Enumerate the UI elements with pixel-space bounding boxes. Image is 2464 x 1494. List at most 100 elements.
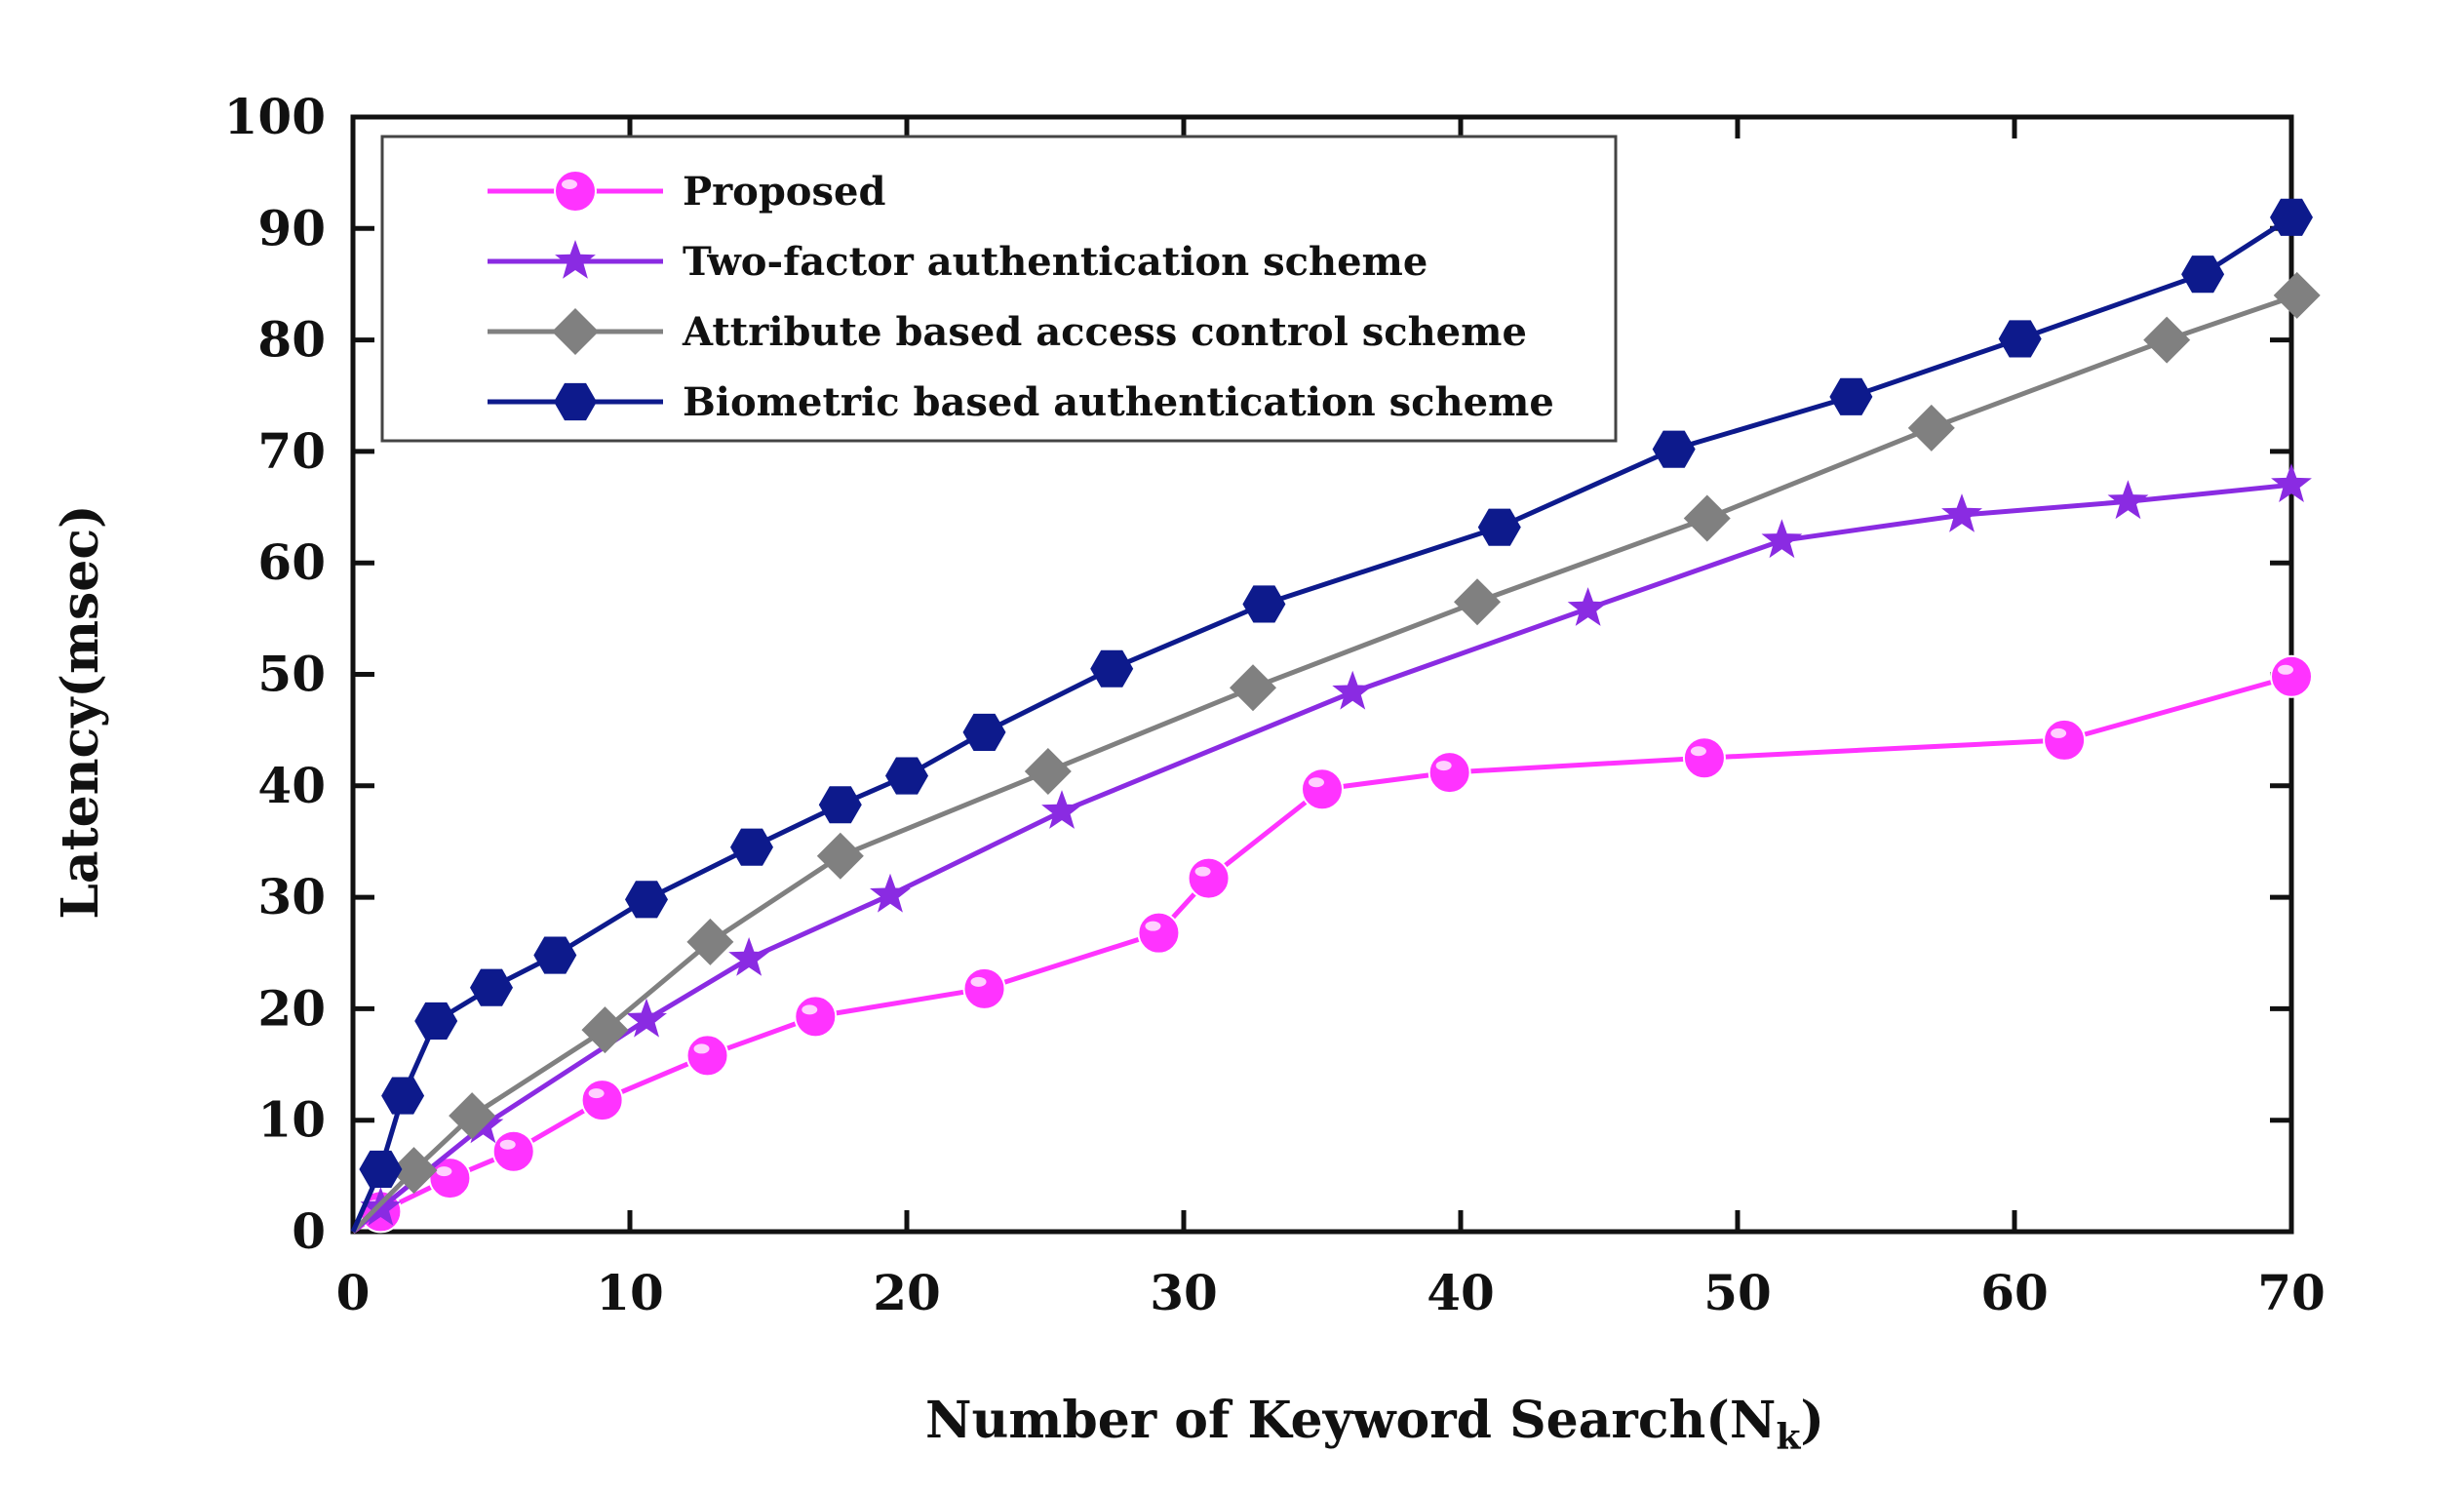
data-point-circle: [1301, 767, 1344, 811]
x-tick-label: 40: [1427, 1264, 1495, 1321]
legend-entry: Two-factor authentication scheme: [488, 239, 1428, 285]
data-point-circle: [685, 1034, 729, 1078]
x-tick-label: 70: [2257, 1264, 2326, 1321]
data-point-hexagon: [1242, 585, 1286, 623]
legend-label: Proposed: [683, 169, 885, 215]
data-point-diamond: [581, 1006, 629, 1054]
y-tick-label: 90: [257, 199, 326, 256]
data-point-hexagon: [962, 713, 1006, 751]
x-tick-label: 30: [1150, 1264, 1218, 1321]
data-point-circle: [1682, 736, 1726, 780]
data-point-hexagon: [1477, 508, 1521, 546]
data-point-diamond: [686, 918, 734, 965]
x-tick-label: 0: [336, 1264, 371, 1321]
data-point-star: [2271, 463, 2312, 502]
data-point-star: [1332, 670, 1374, 710]
y-tick-label: 60: [257, 533, 326, 591]
data-point-diamond: [816, 832, 864, 880]
legend-entry: Attribute based access control scheme: [488, 308, 1527, 355]
data-point-diamond: [449, 1092, 496, 1140]
series-line: [351, 674, 2292, 1235]
data-point-circle: [794, 995, 838, 1039]
data-point-hexagon: [885, 757, 928, 795]
series-3: [350, 198, 2313, 1234]
data-point-diamond: [1683, 494, 1731, 542]
legend-entry: Biometric based authentication scheme: [488, 379, 1554, 425]
legend-marker: [554, 382, 597, 421]
series-0: [351, 654, 2313, 1235]
x-tick-label: 60: [1980, 1264, 2049, 1321]
legend: Proposed Two-factor authentication scheme…: [380, 135, 1618, 443]
data-point-star: [2107, 480, 2149, 520]
y-tick-label: 80: [257, 311, 326, 369]
data-point-star: [626, 998, 667, 1038]
data-point-hexagon: [381, 1077, 425, 1115]
data-point-circle: [1187, 856, 1231, 900]
data-point-circle: [2043, 718, 2087, 762]
data-point-hexagon: [1652, 430, 1696, 468]
data-point-diamond: [1230, 664, 1276, 712]
data-point-hexagon: [625, 881, 668, 919]
data-point-star: [1041, 790, 1082, 829]
data-point-hexagon: [2181, 256, 2225, 294]
y-tick-label: 50: [257, 646, 326, 703]
data-point-circle: [491, 1129, 535, 1173]
legend-label: Attribute based access control scheme: [682, 309, 1527, 355]
y-tick-label: 10: [257, 1091, 326, 1149]
y-axis-title: Latency(msec): [51, 504, 110, 919]
data-point-star: [728, 937, 769, 976]
data-point-star: [870, 873, 911, 913]
data-point-hexagon: [414, 1002, 458, 1040]
y-tick-label: 40: [257, 757, 326, 814]
data-point-star: [1941, 493, 1982, 532]
data-point-hexagon: [1090, 649, 1134, 688]
y-tick-label: 30: [257, 868, 326, 925]
legend-marker: [555, 240, 596, 279]
data-point-circle: [2270, 654, 2313, 698]
y-tick-label: 0: [292, 1202, 326, 1260]
y-axis: 0 10 20 30 40 50 60 70 80 90 100: [224, 88, 2291, 1260]
data-point-hexagon: [730, 828, 773, 866]
data-point-circle: [1428, 751, 1471, 795]
series-line: [351, 482, 2292, 1234]
data-point-circle: [428, 1157, 472, 1200]
legend-marker: [552, 308, 599, 355]
data-point-circle: [962, 966, 1006, 1010]
data-point-hexagon: [1829, 377, 1873, 415]
legend-label: Two-factor authentication scheme: [683, 239, 1428, 285]
data-point-hexagon: [1998, 320, 2042, 358]
data-point-hexagon: [533, 936, 577, 974]
x-axis-title: Number of Keyword Search(Nk): [925, 1391, 1824, 1458]
legend-entry: Proposed: [488, 169, 885, 215]
y-tick-label: 20: [257, 979, 326, 1037]
data-point-diamond: [1454, 578, 1502, 626]
data-point-hexagon: [359, 1150, 403, 1188]
legend-label: Biometric based authentication scheme: [683, 379, 1554, 425]
data-point-circle: [580, 1079, 624, 1122]
x-axis: 0 10 20 30 40 50 60 70: [336, 117, 2326, 1321]
x-tick-label: 50: [1703, 1264, 1772, 1321]
series-2: [351, 271, 2321, 1234]
y-tick-label: 70: [257, 422, 326, 480]
x-axis-title-main: Number of Keyword Search(N: [925, 1391, 1776, 1450]
data-point-diamond: [1024, 747, 1072, 795]
data-point-hexagon: [470, 968, 513, 1006]
data-point-hexagon: [2270, 198, 2313, 236]
y-tick-label: 100: [224, 88, 326, 145]
data-point-star: [1761, 519, 1803, 559]
data-point-star: [1567, 587, 1609, 626]
data-point-diamond: [1907, 404, 1955, 452]
data-point-circle: [1137, 911, 1181, 955]
x-axis-title-suffix: ): [1800, 1391, 1824, 1450]
data-point-diamond: [2273, 271, 2321, 319]
series-1: [351, 463, 2312, 1234]
x-axis-title-subscript: k: [1776, 1417, 1801, 1458]
data-point-diamond: [390, 1147, 438, 1195]
data-point-diamond: [2143, 316, 2191, 364]
legend-marker: [554, 170, 597, 213]
data-point-hexagon: [818, 786, 862, 824]
x-tick-label: 10: [596, 1264, 664, 1321]
series-layer: [350, 198, 2321, 1235]
x-tick-label: 20: [873, 1264, 941, 1321]
